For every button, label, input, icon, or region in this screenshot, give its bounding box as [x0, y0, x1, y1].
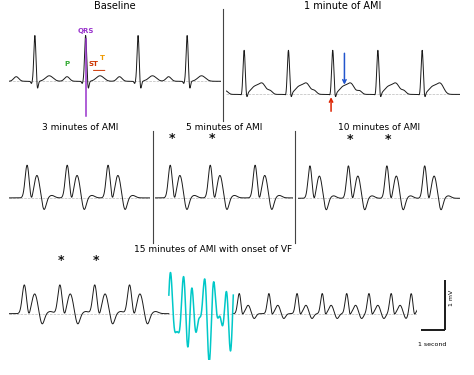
Title: 15 minutes of AMI with onset of VF: 15 minutes of AMI with onset of VF: [134, 244, 292, 254]
Text: QRS: QRS: [77, 28, 94, 34]
Text: *: *: [346, 133, 353, 146]
Title: 10 minutes of AMI: 10 minutes of AMI: [337, 123, 420, 132]
Title: Baseline: Baseline: [94, 1, 136, 11]
Text: 1 mV: 1 mV: [449, 290, 454, 306]
Text: *: *: [385, 133, 392, 146]
Text: *: *: [168, 132, 175, 145]
Text: P: P: [64, 61, 70, 67]
Text: ST: ST: [88, 62, 98, 68]
Title: 5 minutes of AMI: 5 minutes of AMI: [186, 123, 262, 132]
Text: T: T: [100, 56, 105, 62]
Text: *: *: [209, 132, 215, 145]
Title: 3 minutes of AMI: 3 minutes of AMI: [42, 123, 118, 132]
Text: *: *: [58, 254, 64, 267]
Text: *: *: [93, 254, 100, 267]
Title: 1 minute of AMI: 1 minute of AMI: [304, 1, 382, 11]
Text: 1 second: 1 second: [419, 342, 447, 347]
